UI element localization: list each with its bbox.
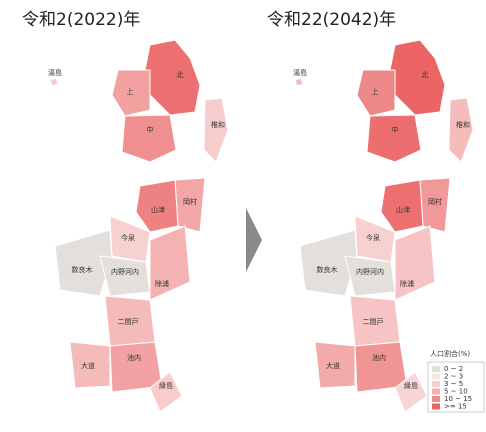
region-label: 二間戸 [118, 318, 139, 326]
region-label: 内野河内 [356, 267, 384, 276]
region [203, 97, 229, 163]
region [111, 69, 151, 117]
region [314, 341, 356, 389]
legend-swatch [432, 388, 440, 395]
region [149, 225, 191, 301]
legend-label: 3 ~ 5 [444, 380, 463, 388]
region-label: 内野河内 [111, 267, 139, 276]
legend-label: >= 15 [444, 403, 467, 411]
legend-label: 0 ~ 2 [444, 365, 463, 373]
region-label: 二間戸 [363, 318, 384, 326]
region-label: 池内 [372, 353, 386, 362]
region-label: 岡村 [183, 197, 197, 206]
region [389, 39, 446, 116]
region [144, 39, 201, 116]
region-label: 縁島 [159, 381, 173, 390]
region [135, 179, 179, 233]
region [121, 114, 177, 163]
region-label: 数良木 [72, 265, 93, 274]
region-label: 大道 [81, 361, 95, 370]
legend-label: 2 ~ 3 [444, 373, 463, 381]
region [149, 371, 183, 413]
region-label: 山津 [151, 205, 165, 214]
region [394, 225, 436, 301]
legend-swatch [432, 403, 440, 410]
region-label: 北 [422, 71, 429, 79]
region-label: 湯島 [48, 68, 62, 77]
region-label: 中 [392, 125, 399, 134]
region [448, 97, 474, 163]
region-label: 縁島 [404, 381, 418, 390]
region [294, 77, 304, 87]
region-label: 湯島 [293, 68, 307, 77]
region-label: 上 [372, 87, 379, 96]
region-label: 池内 [127, 353, 141, 362]
region [394, 371, 428, 413]
region [99, 255, 151, 297]
legend-swatch [432, 373, 440, 380]
legend-label: 10 ~ 15 [444, 395, 472, 403]
region-label: 大道 [326, 361, 340, 370]
region-label: 除浦 [155, 279, 169, 288]
region-label: 岡村 [428, 197, 442, 206]
region [69, 341, 111, 389]
region [380, 179, 424, 233]
region-label: 中 [147, 125, 154, 134]
map-title: 令和2(2022)年 [22, 10, 140, 30]
region [49, 77, 59, 87]
region [356, 69, 396, 117]
region-label: 除浦 [400, 279, 414, 288]
region-label: 数良木 [317, 265, 338, 274]
legend-title: 人口割合(%) [430, 349, 470, 358]
region-label: 今泉 [121, 233, 135, 242]
region-label: 今泉 [366, 233, 380, 242]
region-label: 北 [177, 71, 184, 79]
legend-swatch [432, 366, 440, 372]
region-label: 上 [127, 87, 134, 96]
legend-swatch [432, 381, 440, 387]
region [344, 255, 396, 297]
region-label: 椎和 [211, 120, 225, 129]
region-label: 椎和 [456, 120, 470, 129]
arrow [246, 208, 262, 272]
legend-label: 5 ~ 10 [444, 388, 468, 396]
legend-swatch [432, 396, 440, 402]
region [366, 114, 422, 163]
region-label: 山津 [396, 205, 410, 214]
map-title: 令和22(2042)年 [267, 10, 396, 30]
